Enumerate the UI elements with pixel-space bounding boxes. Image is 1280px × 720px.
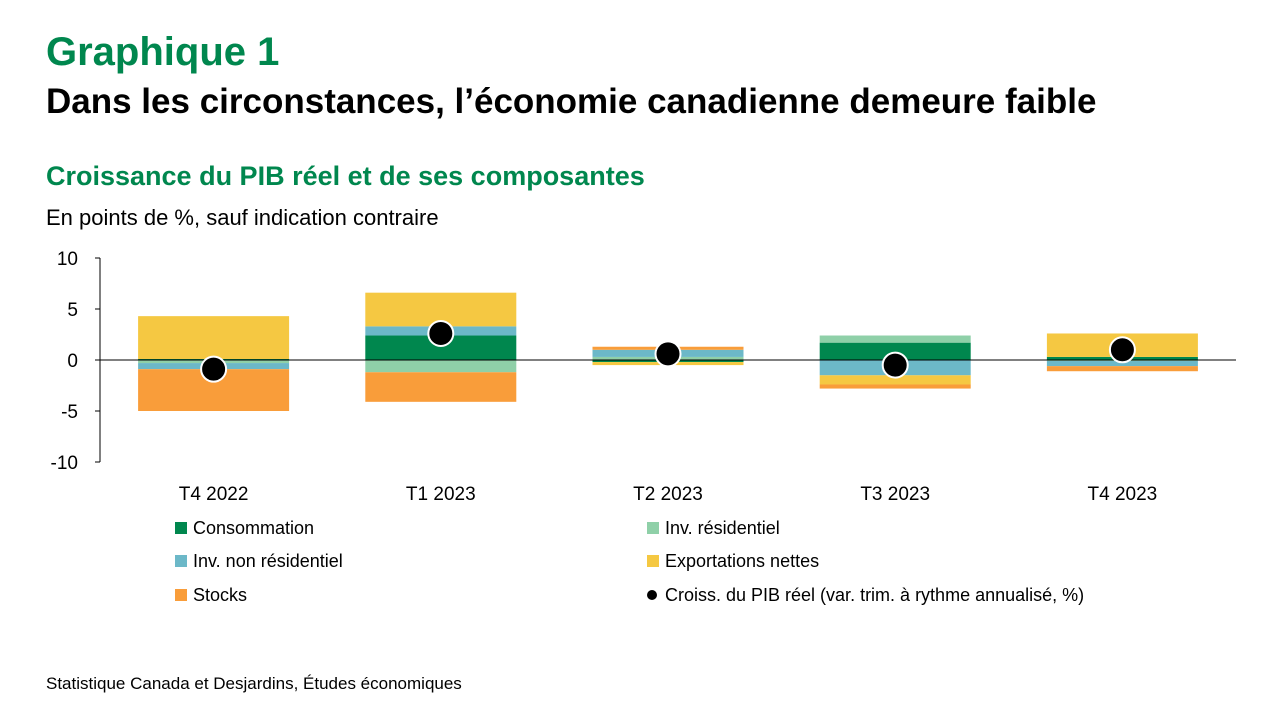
legend-label: Croiss. du PIB réel (var. trim. à rythme…: [665, 584, 1085, 605]
gdp-point: [881, 351, 909, 379]
gdp-point: [654, 340, 682, 368]
legend-label: Consommation: [193, 517, 315, 538]
x-tick-label: T4 2023: [1088, 484, 1158, 505]
y-tick-label: 5: [67, 300, 78, 321]
x-tick-label: T4 2022: [179, 484, 249, 505]
legend-item: Inv. non résidentiel: [175, 549, 343, 573]
legend-item: Exportations nettes: [647, 549, 819, 573]
bar-segment: [138, 316, 290, 359]
legend-label: Exportations nettes: [665, 550, 820, 571]
legend-item: Consommation: [175, 516, 314, 540]
gdp-point: [1108, 336, 1136, 364]
x-tick-label: T1 2023: [406, 484, 476, 505]
x-tick-label: T3 2023: [860, 484, 930, 505]
chart-subtitle: En points de %, sauf indication contrair…: [46, 205, 439, 230]
y-tick-label: -5: [61, 402, 78, 423]
x-tick-label: T2 2023: [633, 484, 703, 505]
legend: Consommation Inv. résidentiel Inv. non rés…: [175, 516, 1175, 616]
y-tick-label: 0: [67, 351, 78, 372]
source-note: Statistique Canada et Desjardins, Études…: [46, 674, 462, 693]
chart-title: Croissance du PIB réel et de ses composa…: [46, 161, 645, 191]
gdp-point: [200, 355, 228, 383]
bar-segment: [1046, 366, 1198, 372]
legend-dot-marker: [647, 590, 657, 600]
legend-label: Inv. résidentiel: [665, 517, 780, 538]
bar-segment: [819, 342, 971, 360]
bar-segment: [1046, 361, 1198, 367]
bar-segment: [819, 335, 971, 343]
legend-swatch: [647, 522, 659, 534]
bar-segment: [365, 372, 517, 402]
legend-label: Inv. non résidentiel: [193, 550, 343, 571]
legend-swatch: [175, 522, 187, 534]
main-title: Dans les circonstances, l’économie canad…: [46, 82, 1097, 121]
legend-swatch: [175, 589, 187, 601]
y-tick-label: -10: [51, 453, 78, 474]
legend-item: Inv. résidentiel: [647, 516, 780, 540]
legend-item: Croiss. du PIB réel (var. trim. à rythme…: [647, 583, 1084, 607]
legend-swatch: [175, 555, 187, 567]
legend-label: Stocks: [193, 584, 248, 605]
gdp-point: [427, 319, 455, 347]
bar-segment: [365, 360, 517, 373]
y-tick-label: 10: [57, 249, 78, 270]
bar-segment: [819, 384, 971, 389]
legend-swatch: [647, 555, 659, 567]
chart-label: Graphique 1: [46, 30, 280, 74]
bar-segment: [819, 375, 971, 385]
legend-item: Stocks: [175, 583, 247, 607]
